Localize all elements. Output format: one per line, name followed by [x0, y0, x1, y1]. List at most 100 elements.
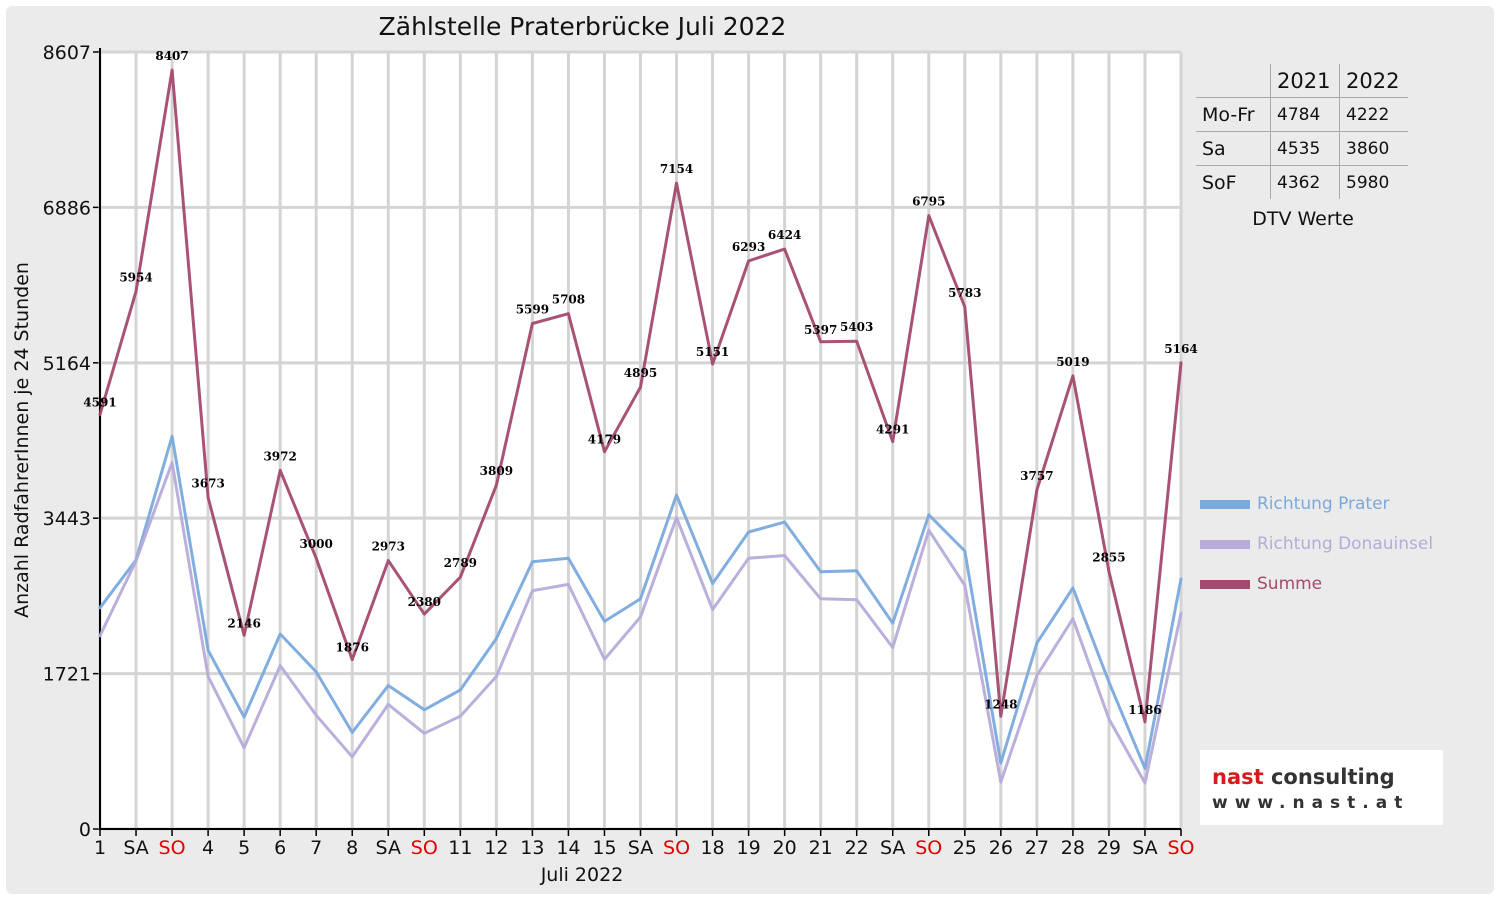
data-label: 3757	[1020, 469, 1053, 483]
y-axis-title: Anzahl RadfahrerInnen je 24 Stunden	[11, 262, 33, 618]
x-tick-label: 15	[592, 837, 616, 859]
dtv-caption: DTV Werte	[1252, 208, 1354, 230]
data-label: 3972	[263, 449, 296, 463]
legend-swatch	[1200, 580, 1250, 589]
x-tick-label: SO	[663, 837, 690, 859]
dtv-cell: 4535	[1270, 131, 1340, 166]
data-label: 2380	[408, 595, 441, 609]
x-tick-label: 22	[845, 837, 869, 859]
dtv-row-label: Sa	[1196, 131, 1271, 166]
dtv-header-cell: 2022	[1339, 64, 1408, 98]
data-label: 3809	[480, 464, 513, 478]
data-label: 5708	[552, 293, 585, 307]
data-label: 7154	[660, 162, 693, 176]
data-label: 1876	[336, 641, 369, 655]
x-tick-label: 25	[953, 837, 977, 859]
x-tick-label: 18	[700, 837, 724, 859]
dtv-header-cell	[1196, 64, 1271, 98]
series-line	[98, 68, 1183, 724]
data-label: 5954	[119, 271, 152, 285]
x-tick-label: 4	[202, 837, 214, 859]
series-line	[98, 434, 1183, 770]
x-tick-label: SO	[411, 837, 438, 859]
dtv-row: Mo-Fr 4784 4222	[1196, 97, 1408, 132]
data-label: 2789	[444, 556, 477, 570]
x-tick-label: 26	[989, 837, 1013, 859]
legend-swatch	[1200, 540, 1250, 549]
x-tick-label: 8	[346, 837, 358, 859]
x-tick-label: SO	[915, 837, 942, 859]
legend-label: Summe	[1257, 574, 1323, 594]
data-label: 5599	[516, 303, 549, 317]
data-label: 4179	[588, 433, 621, 447]
dtv-cell: 4784	[1270, 97, 1340, 132]
data-label: 2855	[1092, 550, 1125, 564]
x-tick-label: 13	[520, 837, 544, 859]
data-label: 6424	[768, 228, 801, 242]
data-label: 3000	[299, 537, 332, 551]
dtv-cell: 4222	[1339, 97, 1408, 132]
data-label: 6795	[912, 195, 945, 209]
legend-label: Richtung Prater	[1257, 494, 1390, 514]
y-tick-label: 3443	[43, 508, 91, 530]
logo-wordmark: nast consulting	[1212, 765, 1395, 789]
y-tick-label: 8607	[43, 42, 91, 64]
x-tick-label: 28	[1061, 837, 1085, 859]
data-label: 5019	[1056, 355, 1089, 369]
dtv-header-cell: 2021	[1270, 64, 1340, 98]
dtv-row: Sa 4535 3860	[1196, 131, 1408, 166]
series-line	[98, 461, 1183, 785]
x-axis-title: Juli 2022	[540, 864, 624, 886]
company-logo: nast consulting www.nast.at	[1200, 750, 1443, 825]
dtv-cell: 5980	[1339, 165, 1408, 199]
dtv-cell: 4362	[1270, 165, 1340, 199]
x-tick-label: 11	[448, 837, 472, 859]
data-label: 2146	[227, 616, 260, 630]
data-label: 1186	[1128, 703, 1161, 717]
x-tick-label: SA	[628, 837, 653, 859]
x-tick-label: 19	[737, 837, 761, 859]
x-tick-label: 6	[274, 837, 286, 859]
x-tick-label: SA	[1132, 837, 1157, 859]
x-tick-label: 12	[484, 837, 508, 859]
data-label: 1248	[984, 697, 1017, 711]
data-label: 4591	[83, 396, 116, 410]
x-tick-label: SO	[159, 837, 186, 859]
dtv-table: 2021 2022 Mo-Fr 4784 4222 Sa 4535 3860 S…	[1196, 64, 1408, 199]
x-tick-label: SA	[880, 837, 905, 859]
data-label: 6293	[732, 240, 765, 254]
x-tick-label: 29	[1097, 837, 1121, 859]
data-label: 4895	[624, 366, 657, 380]
x-tick-label: SA	[376, 837, 401, 859]
y-tick-label: 5164	[43, 353, 91, 375]
legend-label: Richtung Donauinsel	[1257, 534, 1434, 554]
legend-swatch	[1200, 500, 1250, 509]
data-label: 5164	[1164, 342, 1197, 356]
x-tick-label: SO	[1167, 837, 1194, 859]
x-tick-label: 7	[310, 837, 322, 859]
x-tick-label: SA	[123, 837, 148, 859]
y-tick-label: 1721	[43, 664, 91, 686]
x-tick-label: 20	[773, 837, 797, 859]
logo-word-nast: nast	[1212, 765, 1264, 789]
y-tick-label: 0	[79, 819, 91, 841]
data-label: 2973	[372, 540, 405, 554]
dtv-header-row: 2021 2022	[1196, 64, 1408, 98]
x-tick-label: 21	[809, 837, 833, 859]
data-label: 4291	[876, 423, 909, 437]
dtv-row: SoF 4362 5980	[1196, 165, 1408, 199]
data-label: 3673	[191, 476, 224, 490]
data-label: 8407	[155, 49, 188, 63]
data-label: 5397	[804, 323, 837, 337]
x-tick-label: 1	[94, 837, 106, 859]
dtv-cell: 3860	[1339, 131, 1408, 166]
dtv-row-label: Mo-Fr	[1196, 97, 1271, 132]
y-tick-label: 6886	[43, 197, 91, 219]
dtv-row-label: SoF	[1196, 165, 1271, 199]
data-label: 5151	[696, 345, 729, 359]
logo-word-consulting: consulting	[1270, 765, 1395, 789]
logo-url: www.nast.at	[1212, 793, 1410, 813]
chart-title: Zählstelle Praterbrücke Juli 2022	[378, 12, 787, 41]
x-tick-label: 14	[556, 837, 580, 859]
